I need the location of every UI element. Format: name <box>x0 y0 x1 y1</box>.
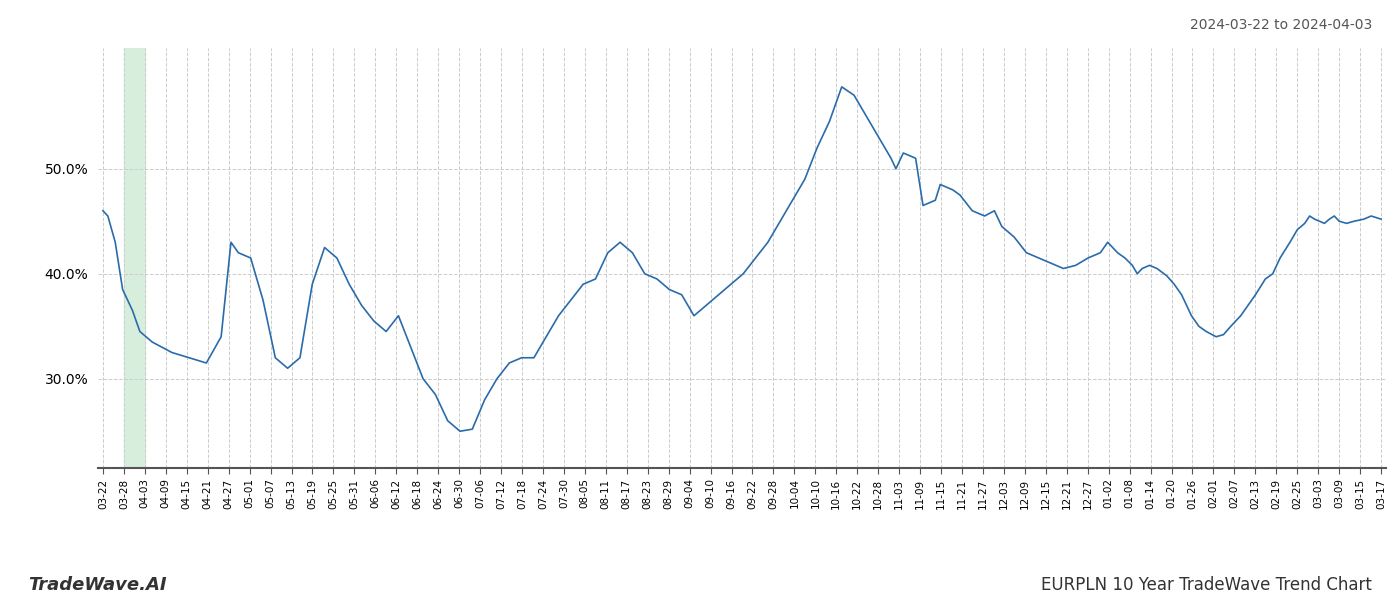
Text: 2024-03-22 to 2024-04-03: 2024-03-22 to 2024-04-03 <box>1190 18 1372 32</box>
Text: TradeWave.AI: TradeWave.AI <box>28 576 167 594</box>
Bar <box>123 48 144 468</box>
Text: EURPLN 10 Year TradeWave Trend Chart: EURPLN 10 Year TradeWave Trend Chart <box>1042 576 1372 594</box>
